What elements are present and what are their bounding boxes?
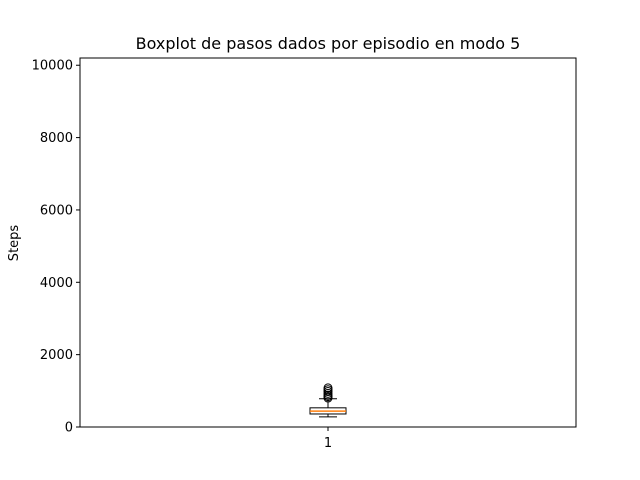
y-tick-label: 10000 (32, 59, 73, 74)
y-tick-label: 2000 (40, 348, 73, 363)
y-tick-label: 6000 (40, 203, 73, 218)
y-tick-label: 8000 (40, 131, 73, 146)
chart-title: Boxplot de pasos dados por episodio en m… (136, 34, 521, 53)
outlier-point (323, 383, 333, 393)
plot-area: 0 2000 4000 6000 8000 10000 1 (32, 57, 577, 451)
y-axis-label: Steps (7, 225, 22, 262)
y-tick-label: 4000 (40, 276, 73, 291)
x-tick-label: 1 (324, 436, 332, 451)
y-tick-label: 0 (65, 421, 73, 436)
plot-frame (79, 57, 577, 428)
